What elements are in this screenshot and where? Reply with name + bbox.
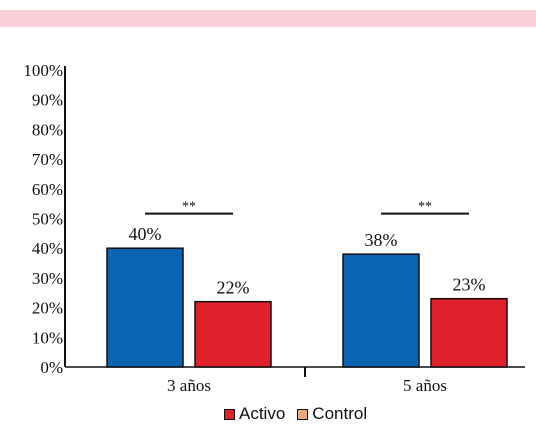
data-label-3-anos-series-2: 22% [217, 278, 250, 298]
y-tick-label: 20% [32, 299, 63, 318]
y-tick-label: 30% [32, 269, 63, 288]
legend-item-control: Control [297, 404, 367, 424]
y-tick-label: 70% [32, 150, 63, 169]
data-label-5-anos-series-2: 23% [453, 275, 486, 295]
bar-5-anos-series-1 [342, 253, 420, 368]
legend-label-control: Control [312, 404, 368, 423]
y-tick-label: 10% [32, 328, 63, 347]
y-tick-label: 80% [32, 120, 63, 139]
legend: Activo Control [224, 404, 379, 424]
bar-3-anos-series-1 [106, 247, 184, 368]
significance-marker-5-anos: ** [418, 200, 432, 215]
data-label-3-anos-series-1: 40% [129, 224, 162, 244]
y-tick-label: 40% [32, 239, 63, 258]
y-tick-label: 50% [32, 210, 63, 229]
bar-5-anos-series-2 [430, 297, 508, 368]
y-tick-label: 0% [40, 358, 63, 377]
legend-item-activo: Activo [224, 404, 285, 424]
significance-marker-3-anos: ** [182, 200, 196, 215]
y-tick-label: 60% [32, 180, 63, 199]
legend-swatch-control [297, 408, 309, 420]
x-category-label-3-anos: 3 años [167, 376, 211, 395]
header-band [0, 10, 536, 27]
bar-chart: 0% 10% 20% 30% 40% 50% 60% 70% 80% 90% 100% 40% 22% *… [23, 61, 525, 395]
y-tick-label: 100% [23, 61, 63, 80]
data-label-5-anos-series-1: 38% [365, 230, 398, 250]
legend-swatch-activo [224, 408, 235, 420]
legend-label-activo: Activo [239, 404, 286, 423]
y-tick-label: 90% [32, 91, 63, 110]
x-category-label-5-anos: 5 años [403, 376, 447, 395]
bar-3-anos-series-2 [194, 300, 272, 368]
